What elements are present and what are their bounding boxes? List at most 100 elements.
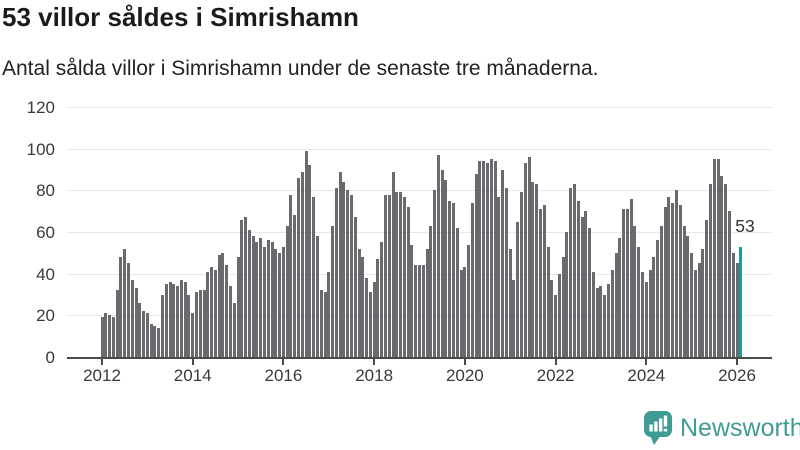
y-axis-tick-label: 40 <box>36 264 55 284</box>
bar <box>380 242 384 357</box>
bar <box>512 279 516 357</box>
x-axis-tick <box>736 359 738 365</box>
y-axis-tick-label: 20 <box>36 306 55 326</box>
bar <box>221 252 225 357</box>
bar <box>274 248 278 357</box>
x-axis-tick-label: 2022 <box>536 366 575 385</box>
bar <box>641 271 644 357</box>
bar <box>391 171 395 357</box>
bar <box>455 227 459 357</box>
x-axis-tick-label: 2026 <box>718 366 756 385</box>
bar <box>561 257 565 357</box>
bar <box>470 202 474 357</box>
bar <box>187 294 191 357</box>
bar <box>289 194 293 357</box>
bar <box>557 273 561 357</box>
bar <box>603 294 607 357</box>
bar <box>119 257 123 357</box>
bar <box>686 236 690 357</box>
bar <box>618 238 622 357</box>
x-axis-tick <box>554 359 557 365</box>
bar <box>304 150 308 357</box>
bar <box>629 198 633 357</box>
bar <box>372 282 376 357</box>
bar <box>576 200 580 357</box>
bar <box>493 161 497 357</box>
bar <box>376 259 380 357</box>
bar <box>716 159 720 357</box>
bar <box>693 269 697 357</box>
bar <box>565 232 569 357</box>
bar <box>387 194 391 357</box>
bar <box>100 317 104 357</box>
bar <box>130 279 134 357</box>
bar <box>308 165 312 357</box>
x-axis-tick <box>191 359 194 365</box>
bar <box>489 159 493 357</box>
bar <box>395 192 399 357</box>
newsworthy-logo[interactable]: Newsworthy <box>643 410 800 447</box>
bar <box>338 171 342 357</box>
x-axis-tick <box>645 359 648 365</box>
bar <box>217 254 221 357</box>
x-axis-tick <box>101 359 103 365</box>
bar <box>727 211 731 357</box>
plot-area <box>67 107 772 357</box>
bar <box>591 271 595 357</box>
bar <box>346 190 350 357</box>
bar-chart-speech-bubble-icon <box>644 411 672 445</box>
bar <box>705 219 709 357</box>
bar <box>168 282 172 357</box>
page-subtitle: Antal sålda villor i Simrishamn under de… <box>2 57 599 80</box>
x-axis-tick-label: 2020 <box>445 366 484 385</box>
bar <box>244 217 248 357</box>
bar <box>535 184 539 357</box>
bar <box>508 248 512 357</box>
bar <box>225 265 229 357</box>
bar <box>179 279 183 357</box>
bar <box>281 246 285 357</box>
bar <box>474 173 478 357</box>
bar <box>383 194 387 357</box>
x-axis-tick-label: 2012 <box>83 366 121 385</box>
bar <box>229 286 232 357</box>
bar <box>682 225 686 357</box>
bar <box>452 202 456 357</box>
bar <box>327 271 331 357</box>
bar <box>232 302 236 357</box>
bar <box>213 269 217 357</box>
bar <box>353 217 357 357</box>
x-axis-tick-label: 2016 <box>264 366 303 385</box>
bar <box>550 279 554 357</box>
bar <box>599 286 603 357</box>
bar <box>690 252 694 357</box>
bar <box>255 242 259 357</box>
bar <box>164 284 168 357</box>
bar <box>160 294 164 357</box>
bar <box>440 169 444 357</box>
bar <box>266 240 270 357</box>
bar <box>210 267 214 357</box>
bar <box>663 207 667 357</box>
bar <box>463 267 467 357</box>
bar <box>406 207 410 357</box>
bar <box>467 244 471 357</box>
gridline <box>67 190 772 192</box>
y-axis-tick-label: 100 <box>26 139 55 159</box>
bar <box>482 161 486 357</box>
bar <box>542 204 546 357</box>
x-axis-tick-label: 2018 <box>355 366 394 385</box>
bar <box>142 311 146 357</box>
bar <box>554 294 558 357</box>
bar <box>270 242 274 357</box>
bar <box>414 265 418 357</box>
bar <box>297 177 301 357</box>
bar <box>319 290 323 357</box>
bar <box>675 190 679 357</box>
bar <box>614 252 618 357</box>
gridline <box>67 232 772 233</box>
bar <box>459 269 463 357</box>
x-axis-tick-label: 2014 <box>173 366 212 385</box>
bar <box>315 236 319 357</box>
